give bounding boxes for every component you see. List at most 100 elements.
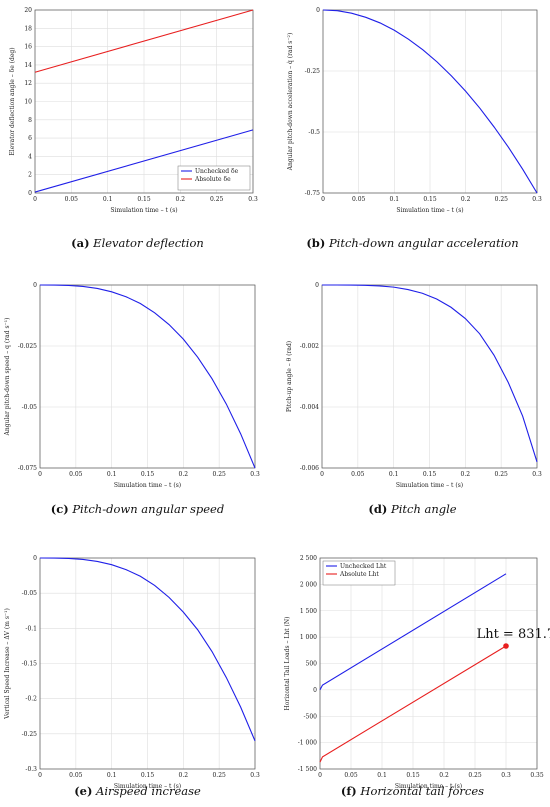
x-tick-label: 0.1 [377, 772, 387, 779]
y-tick-label: -0.2 [25, 696, 37, 703]
x-tick-label: 0.1 [107, 471, 117, 478]
y-tick-label: -0.05 [22, 590, 38, 597]
caption-text-b: Pitch-down angular acceleration [328, 236, 519, 250]
y-tick-label: -0.05 [22, 404, 38, 411]
caption-b: (b) Pitch-down angular acceleration [275, 236, 550, 250]
caption-label-b: (b) [306, 236, 326, 250]
x-tick-label: 0.25 [210, 196, 224, 203]
y-axis-label: Horizontal Tail Loads – Lht (N) [284, 617, 291, 711]
x-axis-label: Simulation time – t (s) [395, 783, 462, 790]
x-tick-label: 0.1 [390, 196, 400, 203]
x-tick-label: 0.2 [461, 196, 471, 203]
plot-frame [322, 9, 538, 194]
y-tick-label: 0 [316, 7, 320, 14]
y-tick-label: -0.15 [22, 661, 38, 668]
caption-d: (d) Pitch angle [275, 502, 550, 516]
x-tick-label: 0.2 [439, 772, 449, 779]
x-tick-label: 0.05 [65, 196, 79, 203]
series-line-1 [322, 284, 538, 463]
y-axis-label: Elevator deflection angle – δe (deg) [9, 47, 16, 155]
y-tick-label: -0.025 [18, 343, 37, 350]
legend-box [177, 165, 251, 191]
plot-frame [39, 284, 256, 469]
caption-text-f: Horizontal tail forces [360, 784, 485, 798]
y-tick-label: 10 [24, 99, 32, 106]
y-tick-label: -0.25 [22, 731, 38, 738]
chart-f: 0 0.05 0.1 0.15 0.2 0.25 0.3 0.35 -1 500 -1 000 -5… [284, 555, 550, 790]
caption-label-a: (a) [71, 236, 90, 250]
series-line-1 [322, 9, 538, 194]
chart-a: 0 0.05 0.1 0.15 0.2 0.25 0.3 0 2 4 6 8 10 12 14 16 18 20 S… [9, 7, 258, 214]
x-tick-label: 0.3 [532, 471, 542, 478]
series-line-1 [39, 284, 256, 469]
x-tick-label: 0.3 [532, 196, 542, 203]
x-axis-label: Simulation time – t (s) [114, 783, 181, 790]
y-tick-label: 1 500 [300, 608, 317, 615]
x-tick-label: 0.2 [176, 196, 186, 203]
plot-frame [39, 557, 256, 770]
legend-entry-2: Absolute δe [194, 176, 231, 183]
panel-d: 0 0.05 0.1 0.15 0.2 0.25 0.3 0 -0.002 -0.004 -0.00… [275, 269, 550, 538]
y-tick-label: 2 500 [300, 555, 317, 562]
x-tick-label: 0.2 [461, 471, 471, 478]
y-tick-label: -500 [304, 713, 318, 720]
panel-c: 0 0.05 0.1 0.15 0.2 0.25 0.3 0 -0.025 -0.05 -0.075… [0, 269, 275, 538]
legend-entry-2: Absolute Lht [339, 571, 379, 578]
y-axis-label: Vertical Speed Increase – ΔV (m s⁻¹) [4, 608, 11, 720]
x-tick-label: 0.25 [494, 471, 508, 478]
x-axis-label: Simulation time – t (s) [114, 482, 181, 489]
caption-text-d: Pitch angle [390, 502, 457, 516]
x-tick-label: 0 [38, 471, 42, 478]
series-line-2 [34, 9, 254, 73]
y-tick-label: 1 000 [300, 634, 317, 641]
x-tick-label: 0.25 [495, 196, 509, 203]
x-tick-label: 0.05 [351, 471, 365, 478]
x-tick-label: 0.15 [141, 772, 155, 779]
x-tick-label: 0.3 [501, 772, 511, 779]
legend-entry-1: Unchecked δe [195, 168, 239, 175]
x-tick-label: 0.2 [179, 471, 189, 478]
x-tick-label: 0.25 [212, 471, 226, 478]
y-axis-label: Angular pitch-down acceleration – q̇ (ra… [287, 33, 294, 172]
y-tick-label: 0 [315, 282, 319, 289]
x-tick-label: 0 [38, 772, 42, 779]
x-tick-label: 0.05 [69, 772, 83, 779]
series-line-1 [34, 129, 254, 193]
series-line-1 [319, 573, 507, 691]
x-tick-label: 0.05 [352, 196, 366, 203]
x-tick-label: 0.25 [468, 772, 482, 779]
y-tick-label: -0.25 [305, 68, 321, 75]
y-tick-label: 8 [28, 117, 32, 124]
x-tick-label: 0.2 [179, 772, 189, 779]
y-tick-label: 0 [33, 282, 37, 289]
panel-a: 0 0.05 0.1 0.15 0.2 0.25 0.3 0 2 4 6 8 10 12 14 16 18 20 S… [0, 0, 275, 269]
y-tick-label: 2 [28, 172, 32, 179]
caption-text-e: Airspeed increase [96, 784, 201, 798]
plot-frame [319, 557, 538, 770]
caption-label-c: (c) [50, 502, 69, 516]
chart-b: 0 0.05 0.1 0.15 0.2 0.25 0.3 0 -0.25 -0.5 -0.75 Sim… [287, 7, 542, 214]
legend-entry-1: Unchecked Lht [340, 563, 387, 570]
panel-e: 0 0.05 0.1 0.15 0.2 0.25 0.3 0 -0.05 -0.1 -0.15 -0.… [0, 538, 275, 807]
x-tick-label: 0.15 [141, 471, 155, 478]
caption-label-e: (e) [74, 784, 93, 798]
x-tick-label: 0.15 [406, 772, 420, 779]
y-tick-label: -1 500 [298, 766, 317, 773]
y-tick-label: -0.3 [25, 766, 37, 773]
y-tick-label: -1 000 [298, 740, 317, 747]
series-line-2 [319, 645, 507, 763]
x-tick-label: 0 [321, 196, 325, 203]
y-tick-label: 14 [24, 62, 32, 69]
chart-d: 0 0.05 0.1 0.15 0.2 0.25 0.3 0 -0.002 -0.004 -0.00… [286, 282, 542, 489]
y-tick-label: 500 [306, 661, 318, 668]
y-axis-label: Angular pitch-down speed – q (rad s⁻¹) [4, 318, 11, 437]
y-tick-label: 4 [28, 153, 32, 160]
y-tick-label: -0.5 [308, 129, 320, 136]
y-tick-label: 18 [24, 25, 32, 32]
x-tick-label: 0 [320, 471, 324, 478]
y-tick-label: 0 [33, 555, 37, 562]
x-tick-label: 0.1 [103, 196, 113, 203]
x-tick-label: 0.15 [423, 471, 437, 478]
caption-text-a: Elevator deflection [93, 236, 204, 250]
y-tick-label: 20 [24, 7, 32, 14]
